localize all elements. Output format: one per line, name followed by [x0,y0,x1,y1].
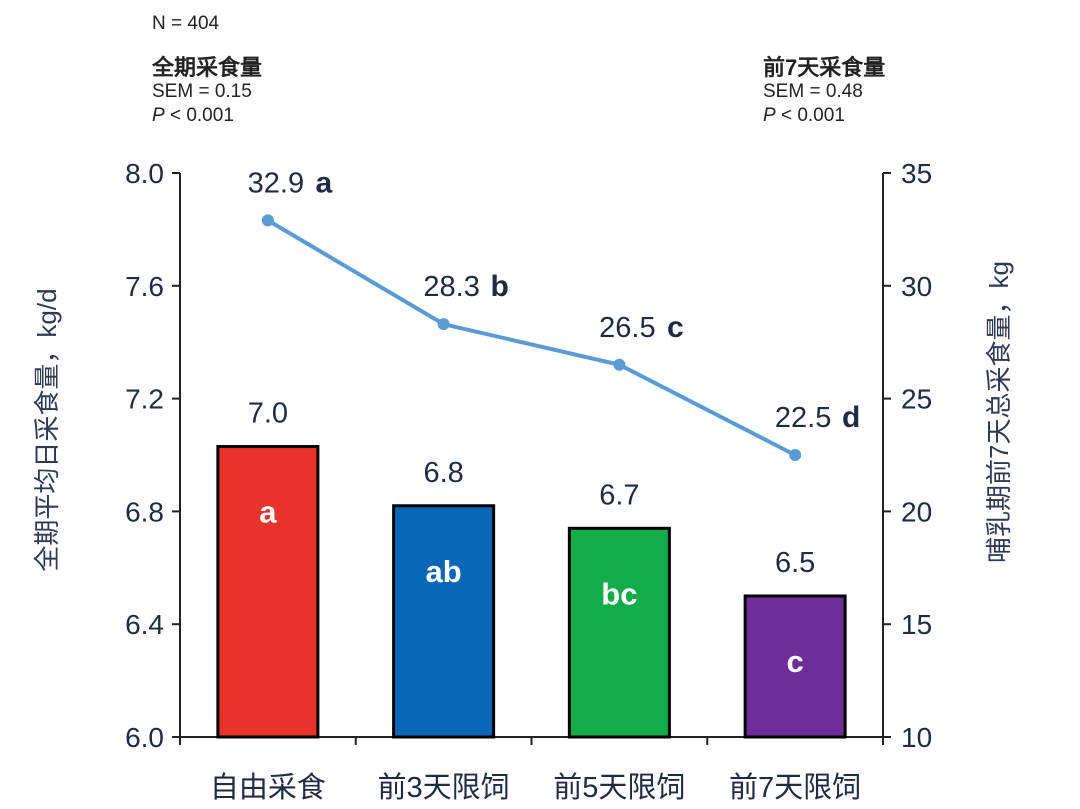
bar-significance-letter: bc [601,576,637,611]
bar [394,506,494,737]
y2-tick-label: 15 [901,609,932,640]
y2-tick-label: 10 [901,722,932,753]
y2-tick-label: 20 [901,496,932,527]
y-tick-label: 8.0 [125,158,164,189]
line-path [268,220,795,455]
line-point [789,449,801,461]
bar-significance-letter: a [259,495,277,530]
x-tick-label: 前3天限饲 [378,771,510,804]
line-point [438,318,450,330]
line-value-label: 26.5 [599,312,655,344]
y-tick-label: 7.2 [125,384,164,415]
line-significance-letter: a [316,166,333,199]
y2-tick-label: 30 [901,271,932,302]
line-significance-letter: b [490,270,508,303]
y2-axis-label: 哺乳期前7天总采食量，kg [984,261,1014,563]
y-tick-label: 6.4 [125,609,164,640]
bars: 7.0 a 6.8 ab 6.7 bc 6.5 c [218,398,845,737]
line-point [613,359,625,371]
y2-tick-label: 25 [901,384,932,415]
line-value-label: 28.3 [423,271,479,303]
y-tick-label: 7.6 [125,271,164,302]
bar-significance-letter: ab [426,554,462,589]
bar [569,528,669,737]
y-axis-label: 全期平均日采食量，kg/d [32,288,62,571]
bar-value-label: 7.0 [248,398,288,430]
bar [218,447,318,737]
x-tick-label: 前5天限饲 [553,771,685,804]
bar-value-label: 6.7 [599,479,639,511]
line-series: 32.9 a 28.3 b 26.5 c 22.5 d [248,166,861,461]
y2-tick-label: 35 [901,158,932,189]
y-tick-label: 6.0 [125,722,164,753]
bar-value-label: 6.8 [423,457,463,489]
line-significance-letter: d [842,401,860,434]
x-tick-label: 自由采食 [210,771,326,804]
line-point [262,214,274,226]
y-tick-label: 6.8 [125,496,164,527]
line-value-label: 22.5 [775,402,831,434]
line-value-label: 32.9 [248,167,304,199]
line-significance-letter: c [667,311,684,344]
x-tick-label: 前7天限饲 [729,771,861,804]
bar-significance-letter: c [787,644,804,679]
bar-value-label: 6.5 [775,547,815,579]
